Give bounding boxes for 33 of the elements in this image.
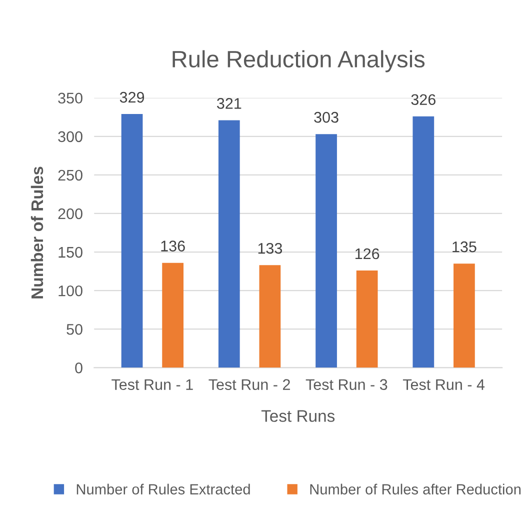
bar (162, 262, 184, 368)
bar (412, 116, 434, 368)
x-tick-label: Test Run - 3 (306, 379, 388, 390)
x-tick-label: Test Run - 1 (112, 379, 193, 390)
bar (454, 264, 475, 368)
bar (121, 114, 143, 368)
x-tick-label: Test Run - 4 (402, 379, 485, 390)
y-tick-label: 100 (58, 285, 82, 296)
data-label: 329 (120, 92, 144, 103)
y-axis-title: Number of Rules (30, 166, 44, 298)
y-tick-label: 300 (58, 131, 82, 142)
data-label: 326 (411, 94, 436, 106)
data-label: 135 (452, 241, 476, 252)
data-label: 133 (258, 242, 282, 254)
x-axis-title: Test Runs (261, 410, 335, 422)
y-tick-label: 150 (58, 246, 82, 258)
data-label: 303 (314, 112, 338, 123)
bar (356, 270, 378, 368)
y-tick-label: 0 (75, 362, 82, 374)
data-label: 126 (355, 248, 380, 260)
y-tick-label: 200 (58, 208, 82, 220)
bar (316, 134, 337, 368)
y-tick-label: 350 (58, 92, 82, 104)
y-tick-label: 250 (58, 170, 82, 181)
bar (218, 120, 240, 368)
data-label: 136 (161, 240, 185, 252)
y-tick-label: 50 (66, 324, 82, 335)
legend-label: Number of Rules Extracted (76, 484, 250, 494)
legend-label: Number of Rules after Reduction (310, 484, 521, 494)
bar (259, 265, 281, 368)
data-label: 321 (216, 98, 242, 109)
x-tick-label: Test Run - 2 (208, 379, 290, 390)
chart-title: Rule Reduction Analysis (172, 50, 425, 72)
